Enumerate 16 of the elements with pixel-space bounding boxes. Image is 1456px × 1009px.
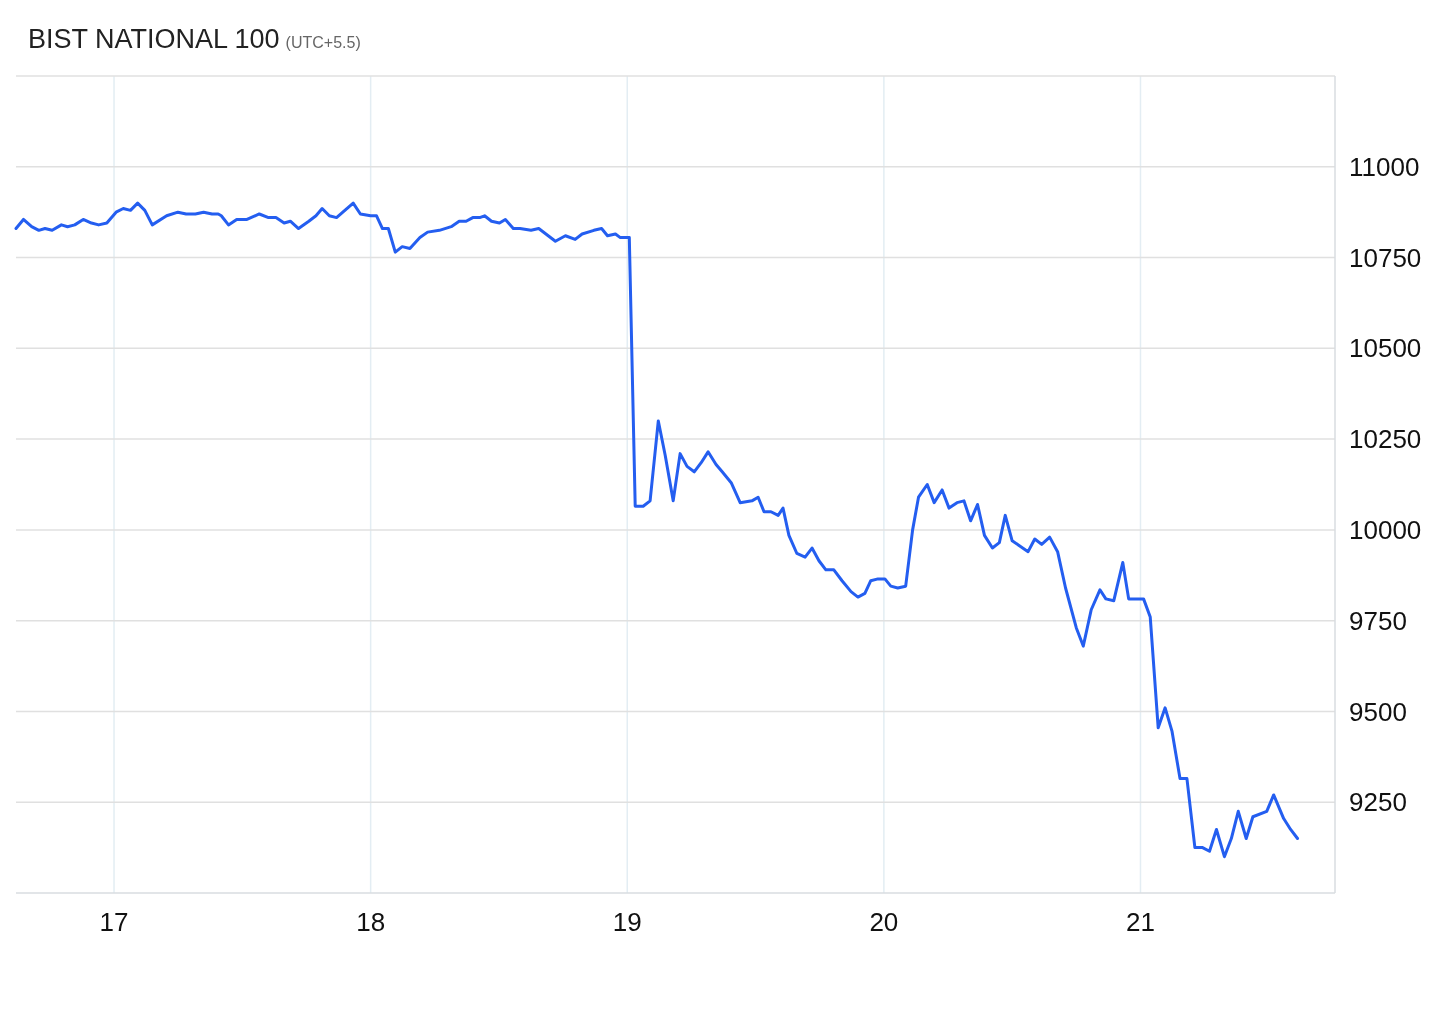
x-tick-label: 21 [1126, 907, 1155, 937]
x-tick-label: 17 [99, 907, 129, 937]
y-tick-label: 9500 [1349, 696, 1407, 727]
x-tick-label: 19 [612, 907, 642, 937]
y-tick-label: 11000 [1349, 151, 1420, 182]
chart-title: BIST NATIONAL 100 [28, 24, 280, 54]
chart-subtitle: (UTC+5.5) [285, 34, 361, 51]
line-series [14, 201, 1300, 859]
y-tick-label: 10500 [1349, 333, 1422, 364]
y-tick-label: 9250 [1349, 787, 1407, 818]
x-tick-label: 20 [869, 907, 899, 937]
x-tick-label: 18 [356, 907, 386, 937]
y-tick-label: 9750 [1349, 605, 1407, 636]
y-tick-label: 10250 [1349, 424, 1422, 455]
y-tick-label: 10000 [1349, 514, 1422, 545]
y-tick-label: 10750 [1349, 242, 1422, 273]
